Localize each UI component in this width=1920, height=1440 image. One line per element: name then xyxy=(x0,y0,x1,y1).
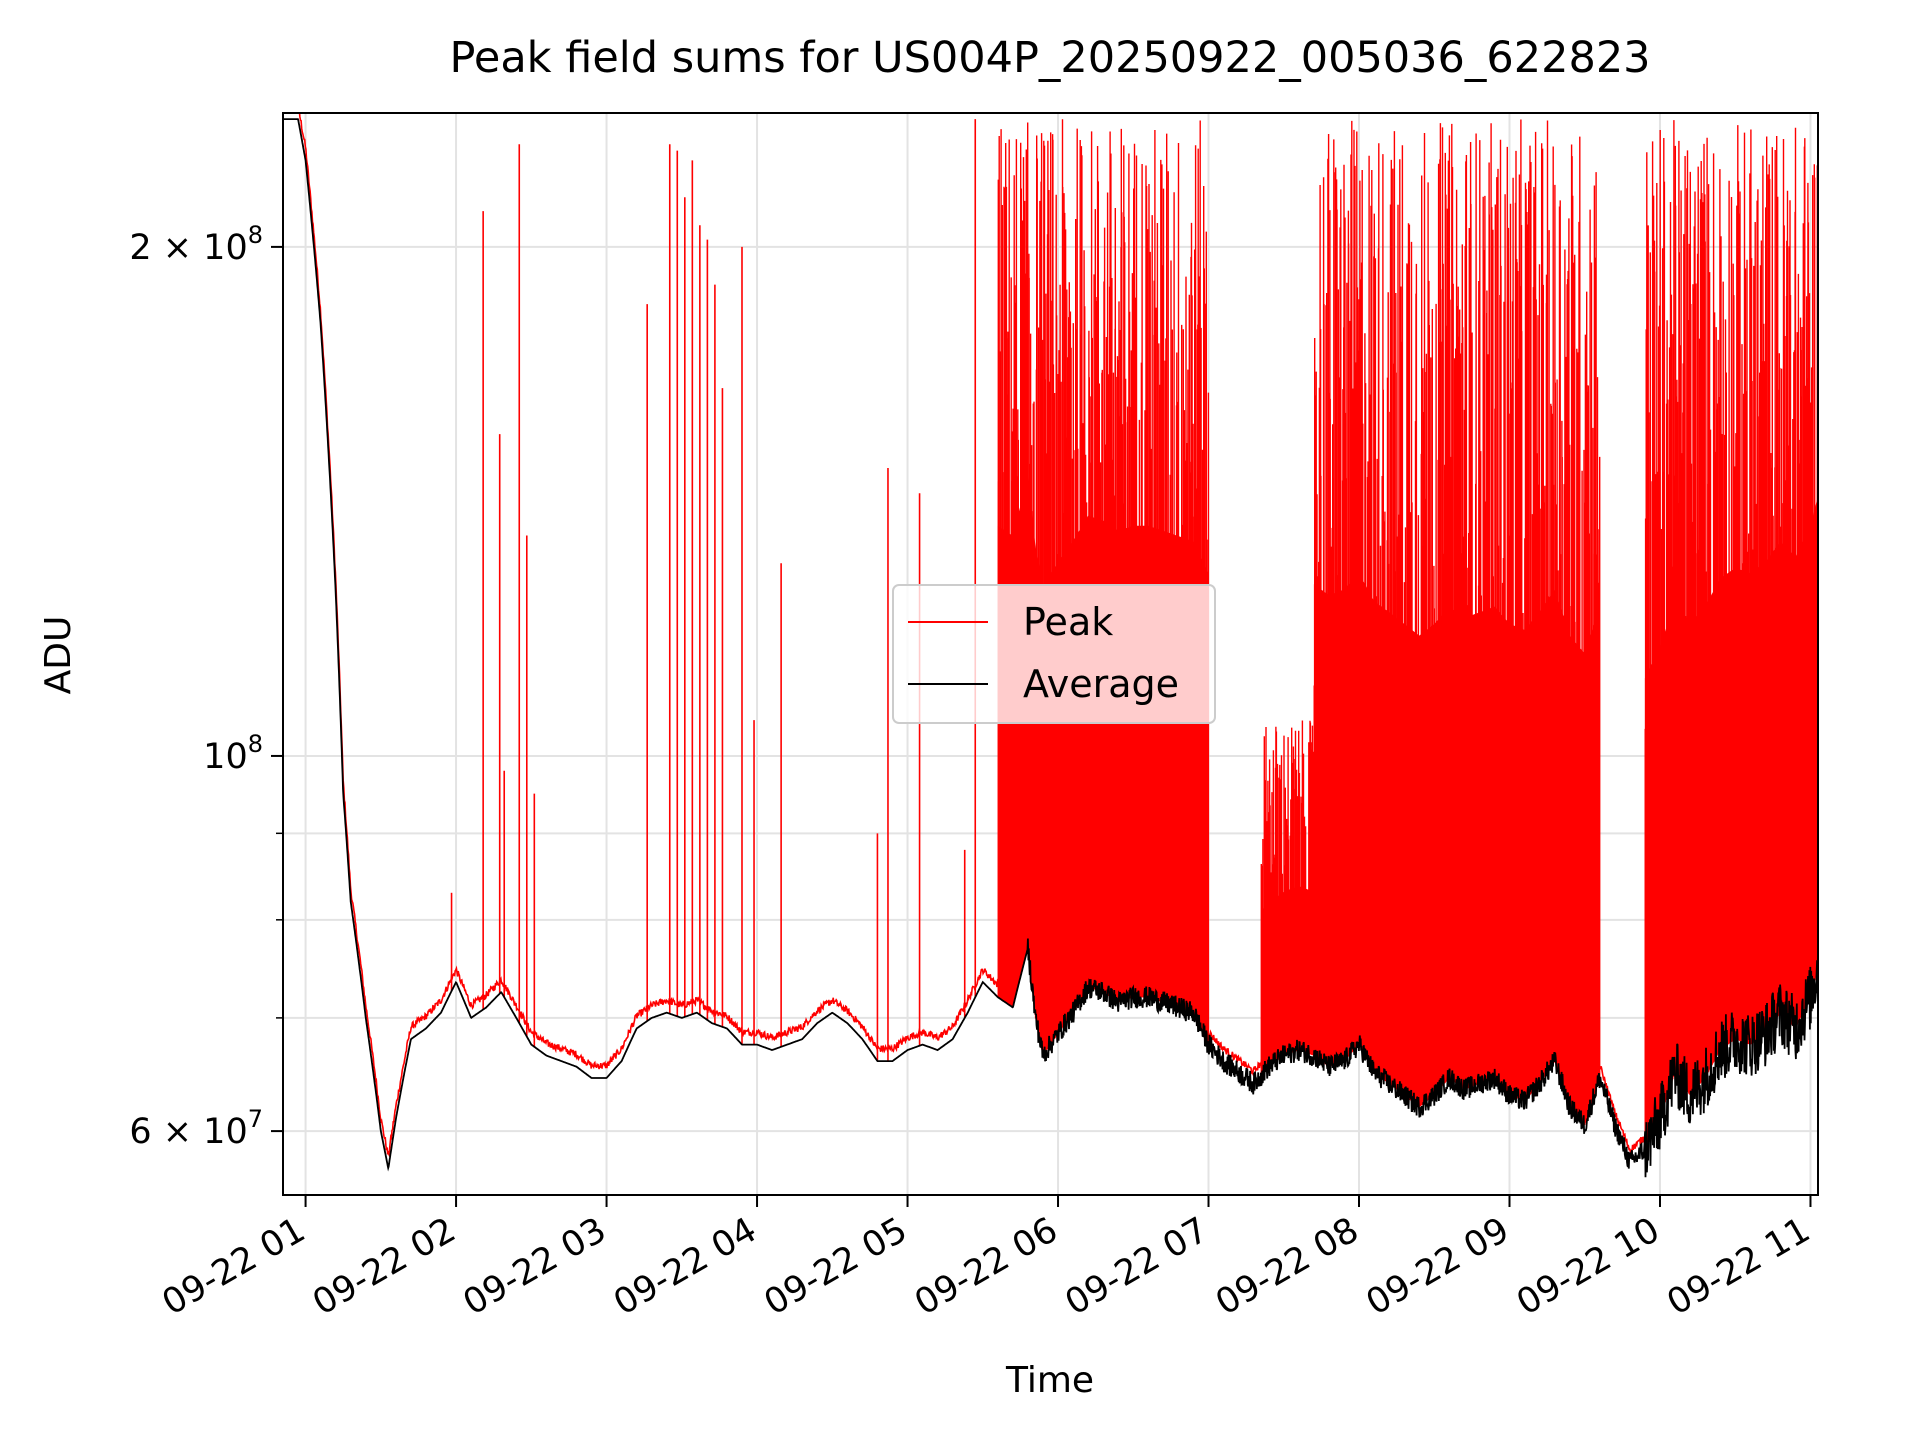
chart-title: Peak field sums for US004P_20250922_0050… xyxy=(449,33,1650,83)
peak-dense-fill xyxy=(1644,495,1818,1150)
y-tick-label: 108 xyxy=(203,730,263,777)
legend-label-peak: Peak xyxy=(1023,600,1113,644)
y-tick-label: 6 × 107 xyxy=(129,1105,263,1152)
peak-dense-fill xyxy=(1261,886,1314,1076)
legend-label-average: Average xyxy=(1023,662,1179,706)
y-axis-label: ADU xyxy=(38,616,79,695)
x-axis-label: Time xyxy=(1005,1360,1094,1401)
peak-dense-fill xyxy=(1313,573,1600,1125)
legend: Peak Average xyxy=(892,584,1216,724)
legend-box xyxy=(892,584,1216,724)
average-line xyxy=(283,118,1818,1178)
y-tick-label: 2 × 108 xyxy=(129,221,263,268)
plot-frame xyxy=(282,112,1819,1196)
